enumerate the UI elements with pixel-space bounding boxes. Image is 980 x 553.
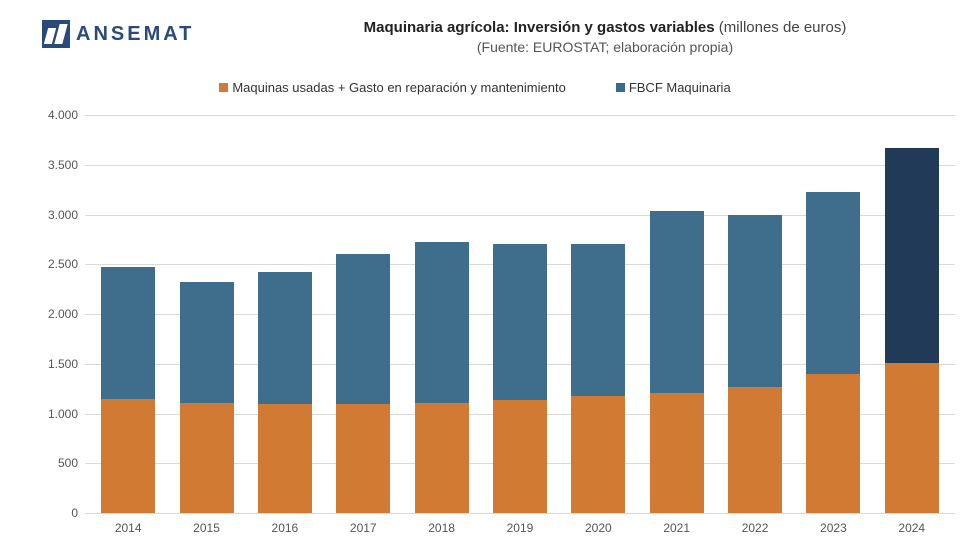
x-axis-label: 2022 [742, 521, 769, 535]
y-axis-label: 3.500 [30, 158, 78, 172]
y-axis-label: 3.000 [30, 208, 78, 222]
bar-segment-series2 [806, 192, 860, 374]
bar-segment-series1 [180, 403, 234, 513]
bar-group: 2018 [415, 242, 469, 513]
bar-segment-series1 [493, 400, 547, 513]
chart-plot-area: 2014 2015 2016 2017 2018 2019 2020 2021 2022 2023… [85, 115, 955, 513]
bar-segment-series2 [180, 282, 234, 402]
bar-group: 2020 [571, 244, 625, 513]
x-axis-label: 2014 [115, 521, 142, 535]
chart-title-bold: Maquinaria agrícola: Inversión y gastos … [364, 19, 715, 36]
bar-segment-series2 [258, 272, 312, 403]
logo-text: ANSEMAT [76, 23, 194, 46]
bar-group: 2021 [650, 211, 704, 513]
chart-bars: 2014 2015 2016 2017 2018 2019 2020 2021 2022 2023… [85, 115, 955, 513]
logo-mark-icon [42, 20, 70, 48]
x-axis-label: 2015 [193, 521, 220, 535]
brand-logo: ANSEMAT [42, 20, 194, 48]
y-axis-label: 1.500 [30, 357, 78, 371]
bar-group: 2016 [258, 272, 312, 513]
bar-group: 2014 [101, 267, 155, 513]
x-axis-label: 2016 [272, 521, 299, 535]
chart-title-rest: (millones de euros) [715, 19, 847, 36]
x-axis-label: 2021 [663, 521, 690, 535]
chart-subtitle: (Fuente: EUROSTAT; elaboración propia) [270, 38, 940, 57]
legend-swatch-icon [616, 83, 625, 92]
chart-legend: Maquinas usadas + Gasto en reparación y … [0, 80, 950, 95]
bar-segment-series1 [728, 387, 782, 513]
y-axis-label: 500 [30, 456, 78, 470]
x-axis-label: 2023 [820, 521, 847, 535]
bar-segment-series2 [493, 244, 547, 399]
bar-segment-series1 [571, 396, 625, 513]
x-axis-label: 2017 [350, 521, 377, 535]
bar-segment-series2 [415, 242, 469, 402]
bar-segment-series1 [415, 403, 469, 513]
bar-segment-series1 [101, 399, 155, 513]
grid-line [85, 513, 955, 514]
x-axis-label: 2018 [428, 521, 455, 535]
bar-segment-series2 [571, 244, 625, 395]
bar-segment-series1 [258, 404, 312, 513]
x-axis-label: 2020 [585, 521, 612, 535]
x-axis-label: 2019 [507, 521, 534, 535]
bar-segment-series1 [885, 363, 939, 513]
chart-title-block: Maquinaria agrícola: Inversión y gastos … [270, 18, 940, 57]
legend-item-series2: FBCF Maquinaria [616, 80, 731, 95]
bar-group: 2017 [336, 254, 390, 513]
bar-segment-series1 [336, 404, 390, 513]
y-axis-label: 2.500 [30, 257, 78, 271]
bar-segment-series2 [650, 211, 704, 393]
bar-group: 2022 [728, 215, 782, 513]
bar-segment-series1 [806, 374, 860, 513]
bar-segment-series1 [650, 393, 704, 513]
legend-label: FBCF Maquinaria [629, 80, 731, 95]
bar-segment-series2 [728, 215, 782, 387]
legend-item-series1: Maquinas usadas + Gasto en reparación y … [219, 80, 566, 95]
bar-segment-series2 [885, 148, 939, 363]
y-axis-label: 0 [30, 506, 78, 520]
bar-segment-series2 [101, 267, 155, 398]
y-axis-label: 1.000 [30, 407, 78, 421]
bar-group: 2019 [493, 244, 547, 513]
legend-swatch-icon [219, 83, 228, 92]
bar-segment-series2 [336, 254, 390, 403]
bar-group: 2024 [885, 148, 939, 513]
y-axis-label: 4.000 [30, 108, 78, 122]
chart-title: Maquinaria agrícola: Inversión y gastos … [270, 18, 940, 38]
bar-group: 2023 [806, 192, 860, 513]
y-axis-label: 2.000 [30, 307, 78, 321]
x-axis-label: 2024 [898, 521, 925, 535]
legend-label: Maquinas usadas + Gasto en reparación y … [232, 80, 566, 95]
bar-group: 2015 [180, 282, 234, 513]
